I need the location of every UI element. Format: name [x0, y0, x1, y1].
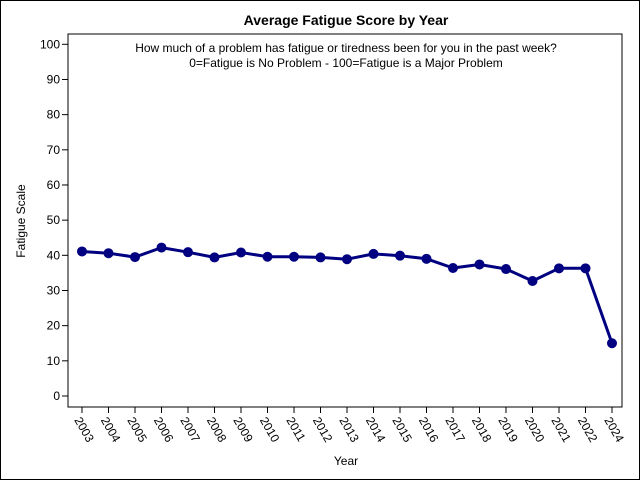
x-tick-label: 2004 — [98, 415, 124, 445]
y-axis: 0 10 20 30 40 50 60 70 80 90 100 — [40, 37, 68, 403]
data-point-marker — [183, 247, 193, 258]
x-tick-label: 2017 — [442, 415, 468, 445]
data-point-marker — [77, 246, 87, 257]
y-tick-label: 70 — [47, 143, 61, 157]
x-tick-label: 2016 — [416, 415, 442, 445]
x-tick-label: 2011 — [283, 415, 308, 445]
series-group — [77, 242, 617, 349]
y-tick-label: 40 — [47, 248, 61, 262]
y-tick-label: 60 — [47, 178, 61, 192]
data-point-marker — [501, 264, 511, 275]
x-tick-label: 2007 — [177, 415, 203, 445]
plot-area-frame — [67, 33, 623, 408]
data-point-marker — [474, 259, 485, 270]
y-tick-label: 20 — [47, 319, 61, 333]
data-point-marker — [421, 253, 432, 264]
x-tick-label: 2003 — [71, 415, 97, 445]
chart-annotation-question: How much of a problem has fatigue or tir… — [135, 41, 557, 55]
data-point-marker — [342, 254, 352, 265]
data-point-marker — [103, 248, 114, 259]
x-tick-label: 2010 — [257, 415, 283, 445]
x-tick-label: 2020 — [522, 415, 548, 445]
x-tick-label: 2021 — [548, 415, 574, 445]
x-tick-label: 2006 — [151, 415, 177, 445]
x-tick-label: 2012 — [310, 415, 336, 445]
x-tick-label: 2009 — [230, 415, 256, 445]
y-axis-label: Fatigue Scale — [14, 184, 28, 258]
x-tick-label: 2024 — [601, 415, 627, 445]
chart-annotation-scale: 0=Fatigue is No Problem - 100=Fatigue is… — [189, 56, 502, 70]
y-tick-label: 0 — [53, 389, 60, 403]
x-axis: 2003 2004 2005 2006 2007 2008 2009 2010 2011 2012… — [71, 407, 627, 445]
data-point-marker — [448, 262, 458, 273]
data-point-marker — [209, 252, 220, 263]
y-tick-label: 10 — [47, 354, 61, 368]
y-tick-label: 90 — [47, 72, 61, 86]
data-point-marker — [395, 250, 405, 261]
data-point-marker — [156, 242, 167, 253]
x-axis-label: Year — [334, 454, 358, 468]
x-tick-label: 2018 — [469, 415, 495, 445]
data-point-marker — [236, 247, 246, 258]
x-tick-label: 2019 — [495, 415, 521, 445]
x-tick-label: 2008 — [204, 415, 230, 445]
data-point-marker — [607, 338, 617, 349]
x-tick-label: 2022 — [575, 415, 601, 445]
x-tick-label: 2014 — [363, 415, 389, 445]
data-point-marker — [554, 263, 564, 274]
data-point-marker — [580, 263, 591, 274]
data-point-marker — [368, 248, 379, 259]
y-tick-label: 80 — [47, 108, 61, 122]
x-tick-label: 2015 — [389, 415, 415, 445]
y-tick-label: 100 — [40, 37, 60, 51]
y-tick-label: 50 — [47, 213, 61, 227]
data-point-marker — [289, 251, 299, 262]
data-point-marker — [315, 252, 326, 263]
chart-title: Average Fatigue Score by Year — [244, 12, 449, 28]
data-point-marker — [262, 251, 273, 262]
y-tick-label: 30 — [47, 283, 61, 297]
x-tick-label: 2013 — [336, 415, 362, 445]
x-tick-label: 2005 — [124, 415, 150, 445]
data-point-marker — [130, 252, 140, 263]
data-point-marker — [527, 275, 538, 286]
